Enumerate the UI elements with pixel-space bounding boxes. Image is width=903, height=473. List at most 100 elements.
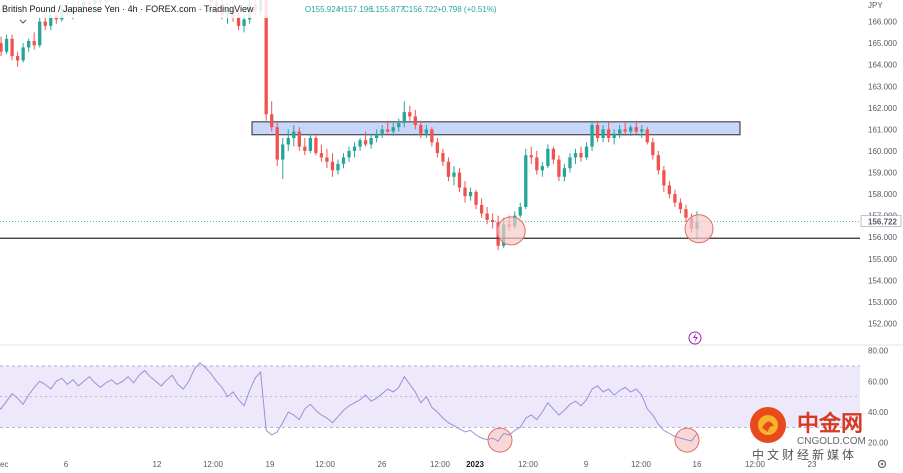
candle bbox=[457, 168, 462, 192]
candle bbox=[535, 150, 539, 175]
candle bbox=[435, 138, 440, 158]
candle bbox=[286, 129, 290, 151]
price-tick-label: 152.000 bbox=[868, 319, 897, 328]
price-tick-label: 153.000 bbox=[868, 298, 897, 307]
candle bbox=[314, 133, 318, 156]
rsi-tick-label: 60.00 bbox=[868, 377, 889, 386]
candle bbox=[408, 105, 412, 121]
candle bbox=[667, 181, 672, 199]
time-tick-label: 6 bbox=[64, 460, 69, 469]
time-tick-label: 16 bbox=[693, 460, 702, 469]
gear-icon[interactable] bbox=[877, 459, 887, 469]
resistance-zone bbox=[251, 121, 741, 136]
candle bbox=[10, 34, 14, 61]
rsi-low-circle bbox=[487, 427, 513, 453]
price-tick-label: 160.000 bbox=[868, 147, 897, 156]
candle bbox=[673, 189, 677, 207]
candle bbox=[441, 148, 445, 167]
time-tick-label: 2023 bbox=[466, 460, 484, 469]
candle bbox=[336, 159, 340, 175]
candle bbox=[446, 157, 451, 182]
candle bbox=[640, 125, 644, 138]
candle bbox=[319, 144, 324, 162]
watermark-slogan: 中文财经新媒体 bbox=[752, 447, 857, 462]
candle bbox=[397, 118, 401, 132]
ohlc-close: C156.722 bbox=[403, 5, 438, 14]
last-price-label: 156.722 bbox=[868, 218, 897, 227]
candle bbox=[606, 122, 611, 143]
rsi-tick-label: 20.00 bbox=[868, 439, 889, 448]
candle bbox=[352, 142, 357, 158]
time-tick-label: 12:00 bbox=[631, 460, 652, 469]
candle bbox=[424, 125, 429, 138]
candle bbox=[579, 146, 583, 162]
time-tick-label: 12 bbox=[153, 460, 162, 469]
ohlc-change: +0.798 (+0.51%) bbox=[437, 5, 497, 14]
candle bbox=[281, 138, 285, 179]
candle bbox=[386, 120, 390, 134]
candle bbox=[38, 17, 42, 48]
candle bbox=[529, 146, 533, 164]
candle bbox=[623, 122, 627, 136]
price-tick-label: 159.000 bbox=[868, 169, 897, 178]
candle bbox=[474, 189, 478, 210]
candle bbox=[15, 51, 20, 67]
price-pane[interactable] bbox=[0, 0, 860, 251]
candle bbox=[292, 125, 296, 147]
rsi-highlight-circles bbox=[487, 427, 700, 453]
candle bbox=[264, 0, 268, 121]
candle bbox=[0, 36, 3, 57]
price-tick-label: 164.000 bbox=[868, 61, 897, 70]
rsi-pane[interactable] bbox=[0, 362, 860, 453]
candle bbox=[645, 127, 649, 145]
price-highlight-circles bbox=[496, 214, 714, 246]
currency-label: JPY bbox=[868, 1, 883, 10]
chart-header: British Pound / Japanese Yen · 4h · FORE… bbox=[0, 0, 883, 24]
watermark-brand: 中金网 bbox=[797, 411, 863, 437]
candle bbox=[590, 120, 594, 151]
candle bbox=[656, 150, 660, 175]
candle bbox=[485, 207, 489, 225]
chevron-down-icon[interactable] bbox=[19, 19, 27, 24]
candle bbox=[629, 125, 633, 136]
candle bbox=[21, 43, 25, 63]
candle bbox=[275, 122, 279, 167]
lightning-icon[interactable] bbox=[688, 331, 702, 345]
price-axis[interactable]: 152.000153.000154.000155.000156.000157.0… bbox=[868, 18, 897, 329]
candle bbox=[4, 34, 9, 54]
candle bbox=[678, 198, 683, 214]
candle bbox=[297, 127, 301, 151]
price-tick-label: 166.000 bbox=[868, 18, 897, 27]
candle bbox=[374, 129, 379, 143]
symbol-title: British Pound / Japanese Yen · 4h · FORE… bbox=[2, 4, 254, 14]
candle bbox=[662, 166, 666, 192]
candle bbox=[684, 204, 688, 223]
watermark-site: CNGOLD.COM bbox=[797, 436, 866, 447]
candle bbox=[391, 122, 395, 136]
candle bbox=[413, 109, 417, 130]
candle bbox=[402, 101, 406, 128]
price-tick-label: 156.000 bbox=[868, 233, 897, 242]
candle bbox=[463, 181, 467, 203]
rsi-axis[interactable]: 20.00 40.00 60.00 80.00 bbox=[868, 347, 889, 448]
candle bbox=[584, 142, 589, 160]
time-tick-label: 9 bbox=[584, 460, 589, 469]
time-tick-label: 19 bbox=[266, 460, 275, 469]
watermark: 中金网 CNGOLD.COM 中文财经新媒体 bbox=[750, 407, 866, 462]
candle bbox=[479, 198, 484, 218]
time-axis[interactable]: ec 6 12 12:00 19 12:00 26 12:00 2023 12:00 9 12:00 1… bbox=[0, 460, 817, 469]
candle bbox=[308, 133, 313, 154]
last-price-badge: 156.722 bbox=[860, 215, 902, 227]
price-tick-label: 155.000 bbox=[868, 255, 897, 264]
candle bbox=[430, 127, 434, 147]
candle bbox=[573, 148, 578, 164]
candle bbox=[358, 138, 362, 151]
candle bbox=[551, 146, 556, 164]
candle bbox=[27, 38, 31, 52]
candle bbox=[518, 202, 522, 218]
time-tick-label: 12:00 bbox=[430, 460, 451, 469]
candle bbox=[595, 120, 600, 143]
candle bbox=[468, 187, 473, 201]
price-tick-label: 158.000 bbox=[868, 190, 897, 199]
